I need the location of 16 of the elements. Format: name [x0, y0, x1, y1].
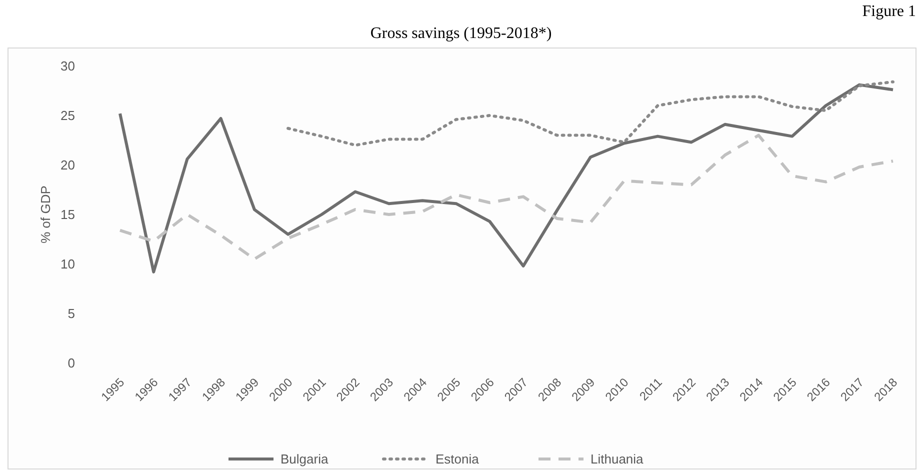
line-series — [118, 134, 894, 261]
y-tick-label: 20 — [60, 158, 75, 173]
legend-label: Bulgaria — [280, 452, 329, 467]
legend-label: Lithuania — [590, 452, 644, 467]
caption: Figure 1 — [862, 3, 916, 20]
y-tick-label: 10 — [60, 256, 75, 272]
legend-label: Estonia — [436, 452, 480, 467]
line-series — [286, 80, 894, 147]
y-axis-title: % of GDP — [38, 186, 53, 244]
y-tick-label: 15 — [60, 207, 75, 222]
y-tick-label: 0 — [68, 356, 75, 371]
y-tick-label: 25 — [60, 108, 75, 124]
chart-title: Gross savings (1995-2018*) — [370, 25, 552, 42]
y-tick-label: 5 — [68, 306, 75, 322]
y-tick-label: 30 — [60, 58, 75, 74]
line-series — [118, 83, 894, 274]
